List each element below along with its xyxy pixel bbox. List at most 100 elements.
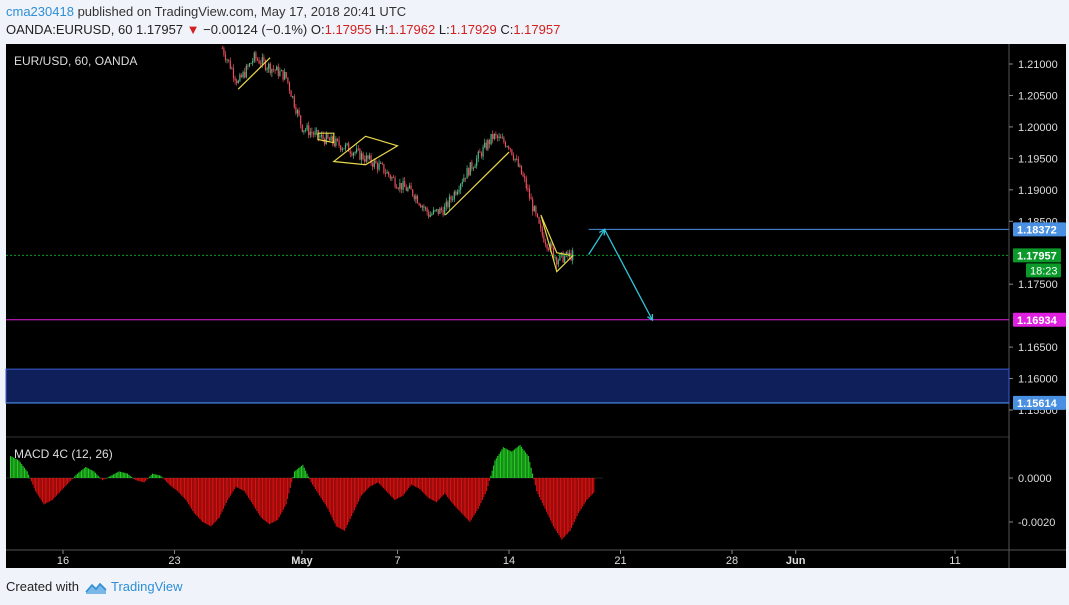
macd-bar (564, 478, 566, 537)
macd-bar (19, 462, 21, 478)
candle-body (240, 74, 243, 78)
candle-body (527, 188, 529, 190)
macd-bar (550, 478, 552, 521)
candle-body (352, 152, 355, 156)
macd-bar (374, 478, 376, 484)
candle-body (474, 165, 476, 168)
candle-body (440, 208, 443, 211)
candle-body (365, 155, 367, 162)
macd-bar (306, 473, 308, 478)
macd-bar (275, 478, 277, 521)
candle-body (404, 181, 406, 187)
macd-bar (145, 478, 147, 481)
macd-bar (192, 478, 194, 511)
macd-bar (488, 478, 490, 481)
candle-body (391, 177, 393, 179)
macd-bar (218, 478, 220, 518)
macd-bar (413, 478, 415, 487)
macd-bar (408, 478, 410, 489)
macd-bar (319, 478, 321, 496)
candle-body (301, 124, 303, 132)
macd-bar (523, 450, 525, 478)
macd-bar (467, 478, 470, 521)
macd-bar (533, 478, 535, 480)
candle-body (303, 130, 305, 132)
macd-bar (32, 478, 34, 485)
macd-bar (490, 475, 492, 478)
candle-body (448, 196, 451, 208)
symbol-label: OANDA:EURUSD, 60 (6, 22, 133, 37)
x-tick-label: 23 (168, 555, 180, 567)
candle-body (572, 250, 574, 261)
macd-bar (234, 478, 236, 489)
macd-bar (568, 478, 570, 533)
macd-bar (498, 453, 500, 478)
close-value: 1.17957 (513, 22, 561, 37)
macd-bar (378, 478, 380, 484)
candle-body (372, 163, 374, 167)
candle-body (413, 195, 415, 200)
candle-body (244, 72, 246, 78)
macd-bar (117, 472, 119, 478)
macd-bar (366, 478, 368, 490)
macd-bar (509, 450, 511, 478)
candle-body (309, 131, 311, 136)
macd-bar (236, 478, 238, 488)
candle-body (508, 146, 510, 149)
macd-bar (172, 478, 174, 488)
pattern-triangle-1 (317, 132, 335, 144)
macd-bar (371, 478, 374, 486)
macd-bar (220, 478, 222, 515)
macd-bar (562, 478, 564, 539)
macd-bar (62, 478, 64, 489)
macd-bar (175, 478, 177, 491)
low-label: L: (438, 22, 450, 37)
macd-bar (356, 478, 358, 505)
countdown-label: 18:23 (1030, 265, 1058, 277)
candle-body (325, 134, 327, 145)
macd-bar (25, 469, 27, 478)
candle-body (554, 257, 556, 259)
macd-bar (434, 478, 436, 502)
macd-bar (314, 478, 316, 489)
x-tick-label: 21 (614, 555, 626, 567)
macd-bar (442, 478, 445, 495)
macd-bar (337, 478, 339, 528)
ohlc-header: OANDA:EURUSD, 60 1.17957 ▼ −0.00124 (−0.… (6, 22, 560, 37)
candle-body (228, 59, 230, 61)
candle-body (410, 185, 412, 190)
x-tick-label: Jun (786, 555, 806, 567)
macd-bar (494, 460, 496, 478)
macd-bar (399, 478, 401, 498)
candle-body (487, 140, 489, 150)
candle-body (482, 147, 484, 157)
candle-body (239, 74, 241, 81)
candle-body (503, 137, 505, 143)
candle-body (295, 107, 297, 114)
candle-body (224, 54, 227, 60)
candle-body (298, 110, 300, 116)
macd-bar (138, 478, 140, 481)
macd-bar (170, 478, 172, 486)
candle-body (248, 63, 251, 67)
candle-body (477, 151, 479, 159)
price-label: 1.15614 (1017, 398, 1058, 410)
macd-bar (292, 476, 294, 478)
macd-bar (160, 475, 162, 478)
candle-body (282, 70, 284, 80)
macd-bar (210, 478, 212, 527)
macd-bar (35, 478, 37, 492)
author-link[interactable]: cma230418 (6, 4, 74, 19)
macd-bar (135, 478, 137, 481)
tradingview-link[interactable]: TradingView (110, 579, 183, 594)
macd-bar (452, 478, 454, 505)
candle-body (476, 158, 478, 166)
macd-bar (426, 478, 428, 497)
macd-bar (465, 478, 467, 518)
candle-body (394, 177, 396, 187)
macd-bar (538, 478, 541, 498)
macd-bar (520, 446, 522, 478)
macd-bar (570, 478, 573, 528)
macd-bar (345, 478, 347, 528)
